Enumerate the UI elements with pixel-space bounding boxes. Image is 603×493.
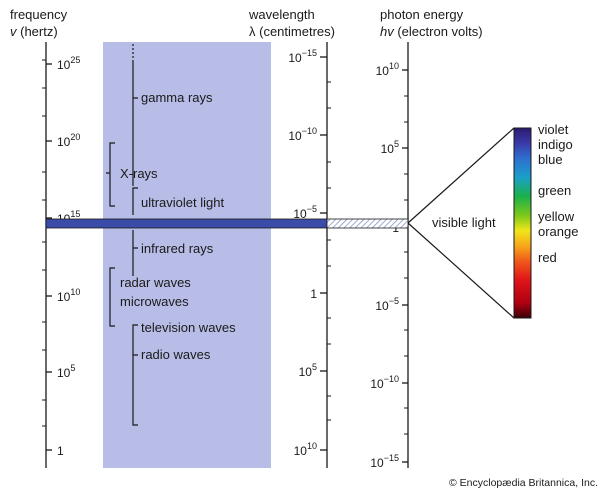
band-label-xray: X-rays bbox=[120, 166, 158, 181]
band-label-tv: television waves bbox=[141, 320, 236, 335]
energy-tick-label: 105 bbox=[381, 139, 399, 156]
wavelength-axis: 10−15 10−10 10−5 1 105 1010 bbox=[288, 42, 331, 468]
visible-zoom-lines bbox=[407, 127, 515, 319]
band-label-gamma: gamma rays bbox=[141, 90, 213, 105]
color-label-yellow: yellow bbox=[538, 209, 575, 224]
freq-tick-label: 1010 bbox=[57, 287, 80, 304]
wavelength-unit: λ (centimetres) bbox=[249, 24, 335, 39]
freq-tick-label: 105 bbox=[57, 363, 75, 380]
band-label-ir: infrared rays bbox=[141, 241, 214, 256]
copyright-credit: © Encyclopædia Britannica, Inc. bbox=[449, 477, 598, 489]
wavelength-tick-label: 105 bbox=[299, 362, 317, 379]
wavelength-tick-label: 10−15 bbox=[288, 48, 317, 65]
gamma-bracket bbox=[132, 62, 138, 186]
color-label-orange: orange bbox=[538, 224, 578, 239]
wavelength-tick-label: 10−5 bbox=[293, 204, 317, 221]
radio-bracket bbox=[132, 324, 138, 426]
visible-light-label: visible light bbox=[432, 215, 496, 230]
energy-axis: 1010 105 1 10−5 10−10 10−15 bbox=[370, 42, 409, 470]
frequency-major-ticks bbox=[46, 63, 52, 451]
visible-band-bar bbox=[45, 218, 328, 229]
freq-tick-label: 1 bbox=[57, 444, 64, 458]
spectrum-band-background bbox=[103, 42, 271, 468]
energy-unit: hv (electron volts) bbox=[380, 24, 483, 39]
ir-bracket bbox=[132, 230, 138, 276]
color-label-indigo: indigo bbox=[538, 137, 573, 152]
freq-tick-label: 1025 bbox=[57, 55, 80, 72]
wavelength-tick-label: 10−10 bbox=[288, 126, 317, 143]
band-label-uv: ultraviolet light bbox=[141, 195, 224, 210]
energy-title: photon energy bbox=[380, 7, 464, 22]
wavelength-tick-label: 1 bbox=[310, 287, 317, 301]
wavelength-minor-ticks bbox=[327, 81, 331, 421]
frequency-title: frequency bbox=[10, 7, 68, 22]
energy-tick-label: 10−15 bbox=[370, 453, 399, 470]
band-label-microwaves: microwaves bbox=[120, 294, 189, 309]
visible-band-hatch bbox=[326, 218, 409, 229]
band-brackets bbox=[106, 44, 138, 426]
uv-bracket bbox=[132, 187, 138, 215]
wavelength-header: wavelength λ (centimetres) bbox=[248, 7, 335, 39]
energy-major-ticks bbox=[402, 69, 408, 463]
energy-header: photon energy hv (electron volts) bbox=[380, 7, 483, 39]
color-label-red: red bbox=[538, 250, 557, 265]
band-label-radio: radio waves bbox=[141, 347, 211, 362]
wavelength-title: wavelength bbox=[248, 7, 315, 22]
visible-spectrum-bar bbox=[513, 127, 532, 319]
energy-tick-label: 1010 bbox=[376, 61, 399, 78]
wavelength-major-ticks bbox=[320, 56, 327, 451]
visible-label-bg bbox=[429, 212, 509, 232]
freq-tick-label: 1020 bbox=[57, 132, 80, 149]
band-label-radar: radar waves bbox=[120, 275, 191, 290]
frequency-minor-ticks bbox=[42, 59, 46, 427]
energy-minor-ticks bbox=[404, 95, 408, 435]
wavelength-tick-label: 1010 bbox=[294, 441, 317, 458]
xray-bracket bbox=[106, 142, 115, 207]
frequency-unit: v (hertz) bbox=[10, 24, 58, 39]
frequency-axis: 1025 1020 1015 1010 105 1 bbox=[42, 42, 80, 468]
color-label-violet: violet bbox=[538, 122, 569, 137]
energy-tick-label: 10−10 bbox=[370, 374, 399, 391]
color-label-blue: blue bbox=[538, 152, 563, 167]
energy-tick-label: 10−5 bbox=[375, 296, 399, 313]
radar-bracket bbox=[109, 267, 115, 327]
frequency-header: frequency v (hertz) bbox=[10, 7, 68, 39]
color-label-green: green bbox=[538, 183, 571, 198]
